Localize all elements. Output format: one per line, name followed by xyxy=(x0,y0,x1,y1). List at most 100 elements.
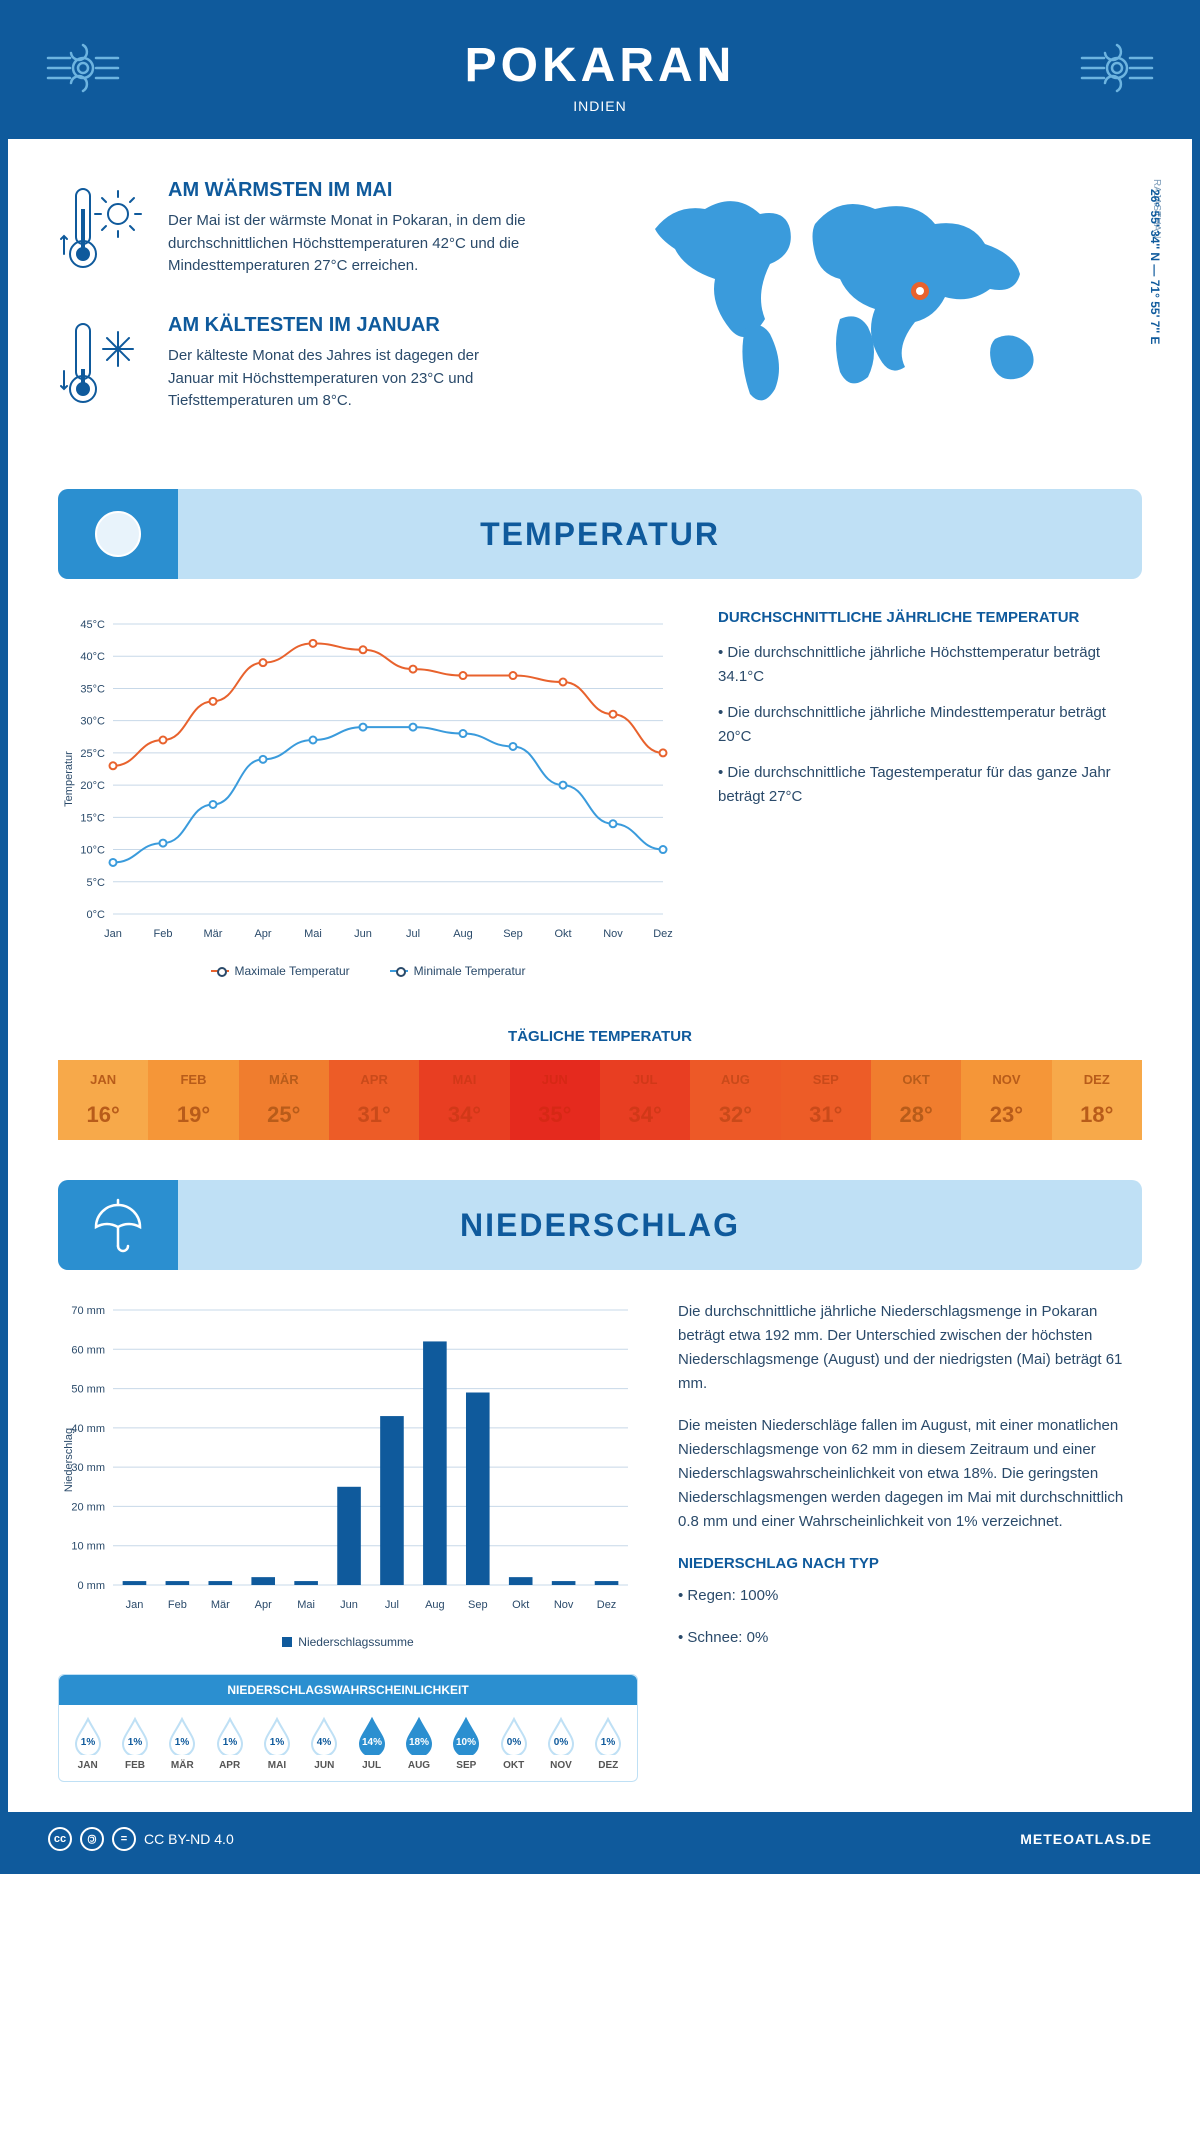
cc-icon: cc xyxy=(48,1827,72,1851)
svg-text:Okt: Okt xyxy=(554,928,571,940)
prob-cell: 1%MAI xyxy=(253,1715,300,1771)
warm-block: AM WÄRMSTEN IM MAI Der Mai ist der wärms… xyxy=(58,179,585,284)
precip-section-title: NIEDERSCHLAG xyxy=(460,1207,740,1244)
world-map xyxy=(615,179,1142,424)
svg-text:1%: 1% xyxy=(80,1737,95,1748)
wind-icon xyxy=(1072,33,1162,108)
svg-text:4%: 4% xyxy=(317,1737,332,1748)
daily-temp-cell: APR31° xyxy=(329,1060,419,1140)
svg-text:5°C: 5°C xyxy=(87,877,106,889)
temp-bullet: • Die durchschnittliche jährliche Höchst… xyxy=(718,641,1142,689)
svg-text:1%: 1% xyxy=(222,1737,237,1748)
warm-title: AM WÄRMSTEN IM MAI xyxy=(168,179,528,202)
country-label: INDIEN xyxy=(8,98,1192,114)
svg-text:30°C: 30°C xyxy=(80,716,105,728)
precip-type-title: NIEDERSCHLAG NACH TYP xyxy=(678,1552,1142,1576)
prob-cell: 1%JAN xyxy=(64,1715,111,1771)
svg-text:Jul: Jul xyxy=(406,928,420,940)
precip-prob-box: NIEDERSCHLAGSWAHRSCHEINLICHKEIT 1%JAN1%F… xyxy=(58,1674,638,1782)
sun-icon xyxy=(58,489,178,579)
prob-cell: 10%SEP xyxy=(443,1715,490,1771)
svg-text:1%: 1% xyxy=(175,1737,190,1748)
svg-text:Jun: Jun xyxy=(354,928,372,940)
temp-bullet: • Die durchschnittliche jährliche Mindes… xyxy=(718,701,1142,749)
svg-text:Aug: Aug xyxy=(453,928,473,940)
site-label: METEOATLAS.DE xyxy=(1020,1831,1152,1847)
svg-text:Jul: Jul xyxy=(385,1599,399,1611)
precip-bar-chart: 0 mm10 mm20 mm30 mm40 mm50 mm60 mm70 mmJ… xyxy=(58,1300,638,1649)
coords-label: 26° 55' 34'' N — 71° 55' 7'' E xyxy=(1148,189,1162,344)
daily-temp-cell: OKT28° xyxy=(871,1060,961,1140)
cold-title: AM KÄLTESTEN IM JANUAR xyxy=(168,314,528,337)
warm-text: Der Mai ist der wärmste Monat in Pokaran… xyxy=(168,210,528,278)
city-title: POKARAN xyxy=(8,38,1192,93)
legend-min: Minimale Temperatur xyxy=(414,964,526,978)
svg-text:60 mm: 60 mm xyxy=(71,1344,105,1356)
svg-text:0 mm: 0 mm xyxy=(78,1580,106,1592)
temp-line-chart: 0°C5°C10°C15°C20°C25°C30°C35°C40°C45°CJa… xyxy=(58,609,678,978)
svg-text:1%: 1% xyxy=(128,1737,143,1748)
prob-cell: 0%OKT xyxy=(490,1715,537,1771)
svg-text:40 mm: 40 mm xyxy=(71,1423,105,1435)
cold-text: Der kälteste Monat des Jahres ist dagege… xyxy=(168,345,528,413)
svg-text:Sep: Sep xyxy=(468,1599,488,1611)
daily-temp-cell: MAI34° xyxy=(419,1060,509,1140)
temp-text-title: DURCHSCHNITTLICHE JÄHRLICHE TEMPERATUR xyxy=(718,609,1142,626)
svg-text:15°C: 15°C xyxy=(80,812,105,824)
svg-text:Aug: Aug xyxy=(425,1599,445,1611)
daily-temp-cell: JAN16° xyxy=(58,1060,148,1140)
license-label: CC BY-ND 4.0 xyxy=(144,1831,234,1847)
svg-text:35°C: 35°C xyxy=(80,683,105,695)
daily-temp-cell: AUG32° xyxy=(690,1060,780,1140)
svg-text:45°C: 45°C xyxy=(80,619,105,631)
svg-text:10 mm: 10 mm xyxy=(71,1541,105,1553)
svg-text:Dez: Dez xyxy=(597,1599,617,1611)
precip-rain: • Regen: 100% xyxy=(678,1584,1142,1608)
svg-text:18%: 18% xyxy=(409,1737,429,1748)
by-icon: 🄯 xyxy=(80,1827,104,1851)
prob-cell: 1%APR xyxy=(206,1715,253,1771)
daily-temp-cell: JUL34° xyxy=(600,1060,690,1140)
svg-text:Jan: Jan xyxy=(104,928,122,940)
umbrella-icon xyxy=(58,1180,178,1270)
thermometer-hot-icon xyxy=(58,179,148,284)
footer: cc 🄯 = CC BY-ND 4.0 METEOATLAS.DE xyxy=(8,1812,1192,1866)
temp-section-title: TEMPERATUR xyxy=(480,516,720,553)
daily-temp-cell: MÄR25° xyxy=(239,1060,329,1140)
prob-cell: 1%FEB xyxy=(111,1715,158,1771)
svg-text:Sep: Sep xyxy=(503,928,523,940)
prob-cell: 14%JUL xyxy=(348,1715,395,1771)
daily-temp-cell: FEB19° xyxy=(148,1060,238,1140)
thermometer-cold-icon xyxy=(58,314,148,419)
daily-temp-cell: SEP31° xyxy=(781,1060,871,1140)
svg-text:Apr: Apr xyxy=(255,1599,272,1611)
nd-icon: = xyxy=(112,1827,136,1851)
svg-text:Nov: Nov xyxy=(603,928,623,940)
wind-icon xyxy=(38,33,128,108)
svg-text:Feb: Feb xyxy=(168,1599,187,1611)
precip-section-head: NIEDERSCHLAG xyxy=(58,1180,1142,1270)
daily-temp-cell: JUN35° xyxy=(510,1060,600,1140)
svg-text:14%: 14% xyxy=(362,1737,382,1748)
prob-cell: 4%JUN xyxy=(301,1715,348,1771)
svg-text:40°C: 40°C xyxy=(80,651,105,663)
cold-block: AM KÄLTESTEN IM JANUAR Der kälteste Mona… xyxy=(58,314,585,419)
svg-text:Apr: Apr xyxy=(254,928,271,940)
header: POKARAN INDIEN xyxy=(8,8,1192,139)
svg-text:10°C: 10°C xyxy=(80,845,105,857)
svg-text:Jun: Jun xyxy=(340,1599,358,1611)
svg-text:10%: 10% xyxy=(456,1737,476,1748)
svg-text:Mär: Mär xyxy=(204,928,223,940)
svg-text:50 mm: 50 mm xyxy=(71,1384,105,1396)
svg-text:20°C: 20°C xyxy=(80,780,105,792)
svg-text:0%: 0% xyxy=(506,1737,521,1748)
svg-text:Temperatur: Temperatur xyxy=(63,751,75,807)
precip-para: Die durchschnittliche jährliche Niedersc… xyxy=(678,1300,1142,1396)
prob-cell: 1%DEZ xyxy=(585,1715,632,1771)
svg-text:Okt: Okt xyxy=(512,1599,529,1611)
svg-text:0%: 0% xyxy=(554,1737,569,1748)
daily-temp-title: TÄGLICHE TEMPERATUR xyxy=(8,1028,1192,1045)
svg-text:Dez: Dez xyxy=(653,928,673,940)
svg-text:Nov: Nov xyxy=(554,1599,574,1611)
daily-temp-bar: JAN16°FEB19°MÄR25°APR31°MAI34°JUN35°JUL3… xyxy=(58,1060,1142,1140)
